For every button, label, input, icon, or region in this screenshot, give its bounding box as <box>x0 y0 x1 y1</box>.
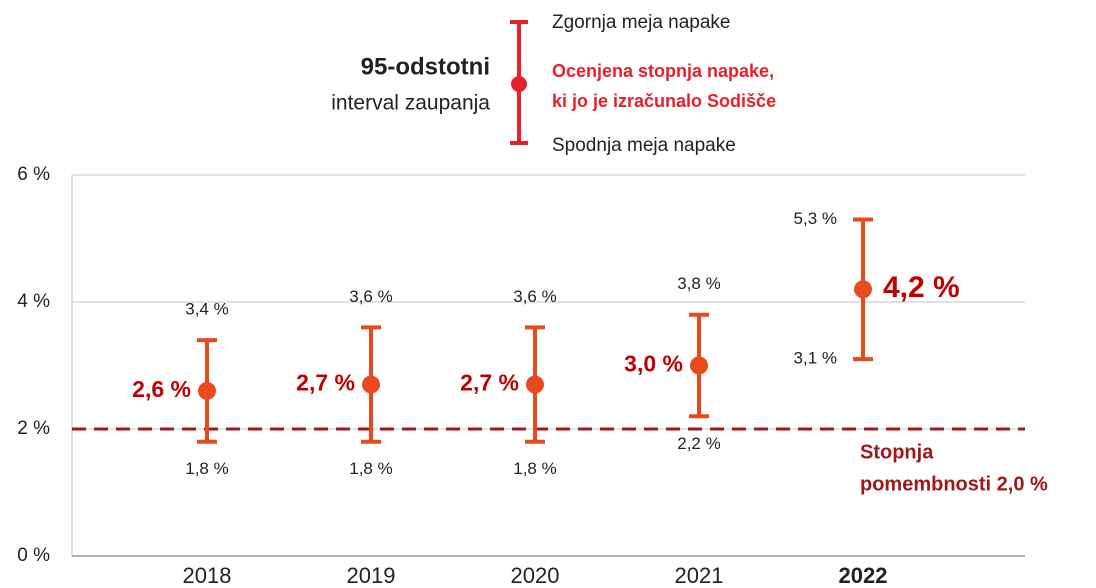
y-tick-label: 2 % <box>17 418 50 439</box>
lower-label: 1,8 % <box>513 459 556 478</box>
value-label: 2,7 % <box>460 370 519 396</box>
value-label: 3,0 % <box>624 351 683 377</box>
y-tick-label: 6 % <box>17 164 50 185</box>
y-tick-label: 0 % <box>17 545 50 566</box>
value-label: 4,2 % <box>883 271 960 304</box>
lower-label: 2,2 % <box>677 434 720 453</box>
point <box>198 381 216 400</box>
x-tick-label: 2018 <box>183 563 232 588</box>
x-tick-label: 2022 <box>839 563 888 588</box>
threshold-label: pomembnosti 2,0 % <box>860 473 1048 495</box>
upper-label: 3,6 % <box>513 287 556 306</box>
upper-label: 3,8 % <box>677 274 720 293</box>
point <box>526 375 544 394</box>
legend-estimate: Ocenjena stopnja napake, <box>552 61 774 81</box>
legend-upper: Zgornja meja napake <box>552 12 731 33</box>
lower-label: 3,1 % <box>794 349 837 368</box>
upper-label: 5,3 % <box>794 209 837 228</box>
upper-label: 3,4 % <box>185 300 228 319</box>
point <box>690 356 708 375</box>
x-tick-label: 2021 <box>675 563 724 588</box>
legend-lower: Spodnja meja napake <box>552 135 736 156</box>
legend-title: 95-odstotni <box>361 53 490 80</box>
legend-point <box>511 76 527 92</box>
threshold-label: Stopnja <box>860 441 934 463</box>
y-tick-label: 4 % <box>17 291 50 312</box>
value-label: 2,6 % <box>132 376 191 402</box>
value-label: 2,7 % <box>296 370 355 396</box>
upper-label: 3,6 % <box>349 287 392 306</box>
x-tick-label: 2020 <box>511 563 560 588</box>
legend-subtitle: interval zaupanja <box>331 92 490 115</box>
x-tick-label: 2019 <box>347 563 396 588</box>
point <box>362 375 380 394</box>
point <box>854 280 872 299</box>
legend-estimate: ki jo je izračunalo Sodišče <box>552 91 776 111</box>
lower-label: 1,8 % <box>185 459 228 478</box>
lower-label: 1,8 % <box>349 459 392 478</box>
